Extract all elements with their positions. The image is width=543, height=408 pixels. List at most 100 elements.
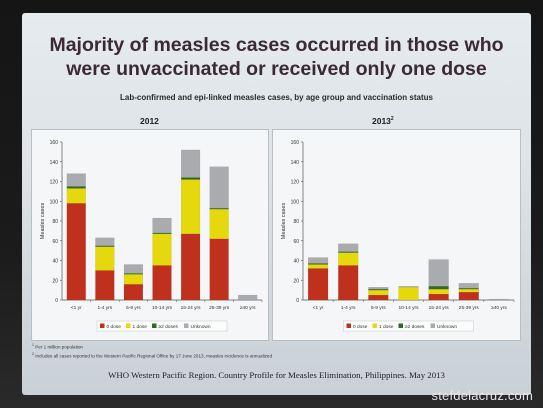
chart-2013-bar-ge40-yrs-unknown [488,298,510,301]
chart-2012-xtick-label: 1-4 yrs [98,305,113,311]
chart-2012-title-text: 2012 [140,116,159,126]
chart-2012-bar-lt1-yr-0-dose [66,203,86,301]
chart-2013-bar-1-4-yrs-unknown [338,243,359,252]
chart-2013-bar-10-14-yrs-unknown [398,286,419,288]
chart-2012-xtick-label: 25-39 yrs [209,305,230,311]
chart-2012-bar-5-9-yrs-0-dose [123,284,144,301]
chart-2013-ytick-label: 40 [293,259,299,265]
chart-2013-ylabel: Measles cases [281,203,287,240]
chart-2012-bar-15-24-yrs-1-dose [180,179,201,234]
footnote-1: 1 Per 1 million population [32,343,83,350]
chart-2012-title: 2012 [140,116,159,126]
chart-2012-xtick-label: ≥40 yrs [240,305,256,311]
chart-2012-bar-5-9-yrs-unknown [123,264,144,274]
chart-2012-legend-label-unknown: Unknown [191,324,211,330]
chart-2012-ytick-label: 20 [52,278,58,284]
chart-2012-bar-15-24-yrs-0-dose [180,233,201,301]
chart-2013-bar-10-14-yrs-1-dose [398,287,419,301]
chart-2012-ylabel: Measles cases [40,203,46,240]
chart-2012-legend-swatch-1-dose [126,323,131,328]
chart-2013-ytick-label: 20 [293,278,299,284]
chart-2013-legend-label-ge2-doses: ≥2 doses [405,324,425,330]
chart-2013-bar-5-9-yrs-1-dose [368,289,389,296]
chart-2013-legend-label-1-dose: 1 dose [379,324,394,330]
slide-headline: Majority of measles cases occurred in th… [22,33,531,81]
chart-2013-xtick-label: ≥40 yrs [491,305,507,311]
chart-2013-bar-25-39-yrs-unknown [458,283,479,289]
headline-line-2: were unvaccinated or received only one d… [66,58,487,80]
chart-2013-xtick-label: 1-4 yrs [341,305,356,311]
chart-subtitle: Lab-confirmed and epi-linked measles cas… [120,93,433,102]
source-citation: WHO Western Pacific Region. Country Prof… [108,370,445,380]
chart-2013-bar-1-4-yrs-0-dose [338,265,359,301]
presentation-slide: Majority of measles cases occurred in th… [22,13,531,395]
chart-2012-legend-box [96,320,228,332]
chart-2013-xtick-label: 10-14 yrs [399,305,420,311]
chart-2013-ytick-label: 160 [291,140,300,146]
chart-2012-bar-25-39-yrs-0-dose [209,238,229,301]
footnote-2: 2 Includes all cases reported to the Wes… [32,352,272,359]
chart-2013-ytick-label: 0 [296,298,299,304]
chart-2012-legend-swatch-unknown [184,323,189,328]
chart-2012-xtick-label: <1 yr [71,305,82,311]
chart-2013-title-superscript: 2 [390,116,394,123]
chart-2012-ytick-label: 140 [50,160,59,166]
chart-2012-legend-swatch-ge2-doses [152,323,157,328]
chart-2013-ytick-label: 60 [293,239,299,245]
chart-2013-legend-swatch-1-dose [372,323,377,328]
chart-2013-bar-15-24-yrs-unknown [428,259,449,287]
chart-2012-bar-1-4-yrs-unknown [95,237,115,246]
chart-2013-bar-5-9-yrs-0-dose [368,294,389,301]
chart-2013-bar-1-4-yrs-1-dose [338,252,359,266]
chart-2012-bar-25-39-yrs-unknown [209,166,229,209]
chart-2012-ytick-label: 0 [55,298,58,304]
chart-2012-legend-swatch-0-dose [100,323,105,328]
footnote-2-marker: 2 [32,352,34,356]
chart-2013-ytick-label: 80 [293,219,299,225]
chart-2013: 0 20 40 60 80 100 120 140 160 Measles cases <1 yr 1… [272,129,521,341]
chart-2013-svg: 0 20 40 60 80 100 120 140 160 Measles cases <1 yr 1… [281,140,515,332]
chart-2012-legend-label-0-dose: 0 dose [107,324,122,330]
chart-2012-legend-label-ge2-doses: ≥2 doses [159,324,179,330]
chart-2012-bar-15-24-yrs-ge2-doses [180,177,201,180]
footnote-1-marker: 1 [32,343,34,347]
chart-2012-svg: 0 20 40 60 80 100 120 140 160 Measles cases <1 yr 1… [40,140,263,332]
chart-2013-legend-swatch-unknown [430,323,435,328]
chart-2012-bar-10-14-yrs-unknown [152,217,172,233]
chart-2012-bar-lt1-yr-1-dose [66,188,86,204]
chart-2013-xtick-label: 5-9 yrs [371,305,386,311]
chart-2013-legend-label-unknown: Unknown [437,324,457,330]
chart-2013-legend-swatch-ge2-doses [398,323,403,328]
chart-2013-title-text: 2013 [372,116,391,126]
chart-2013-legend-label-0-dose: 0 dose [353,324,368,330]
chart-2013-xtick-label: 25-39 yrs [459,305,480,311]
chart-2013-bar-lt1-yr-unknown [307,257,329,264]
chart-2012-bar-1-4-yrs-0-dose [95,270,115,301]
chart-2013-ytick-label: 100 [291,199,300,205]
chart-2013-bar-15-24-yrs-1-dose [428,288,449,295]
chart-2012-ytick-label: 120 [50,180,59,186]
chart-2012-bar-5-9-yrs-1-dose [123,274,144,285]
chart-2012-xtick-label: 5-9 yrs [126,305,141,311]
chart-2012-bar-lt1-yr-ge2-doses [66,186,86,189]
chart-2012-xtick-label: 15-24 yrs [181,305,202,311]
chart-2012-ytick-label: 160 [50,140,59,146]
chart-2013-legend-box [343,320,474,332]
chart-2012-bar-15-24-yrs-unknown [180,149,201,178]
chart-2012-bar-25-39-yrs-1-dose [209,209,229,239]
chart-2012-xtick-label: 10-14 yrs [152,305,173,311]
chart-2013-title: 20132 [372,116,394,126]
chart-2012-legend-label-1-dose: 1 dose [133,324,148,330]
footnote-1-text: Per 1 million population [35,344,83,350]
chart-2012-bar-1-4-yrs-1-dose [95,246,115,271]
headline-line-1: Majority of measles cases occurred in th… [49,34,504,56]
chart-2012-ytick-label: 80 [52,219,58,225]
chart-2013-bar-25-39-yrs-0-dose [458,291,479,301]
chart-2013-bar-5-9-yrs-unknown [368,287,389,290]
chart-2012-bar-ge40-yrs-unknown [238,294,258,301]
chart-2012-bar-lt1-yr-unknown [66,173,86,187]
chart-2013-bar-lt1-yr-1-dose [307,264,329,269]
chart-2013-legend-swatch-0-dose [346,323,351,328]
chart-2013-bar-15-24-yrs-0-dose [428,293,449,301]
